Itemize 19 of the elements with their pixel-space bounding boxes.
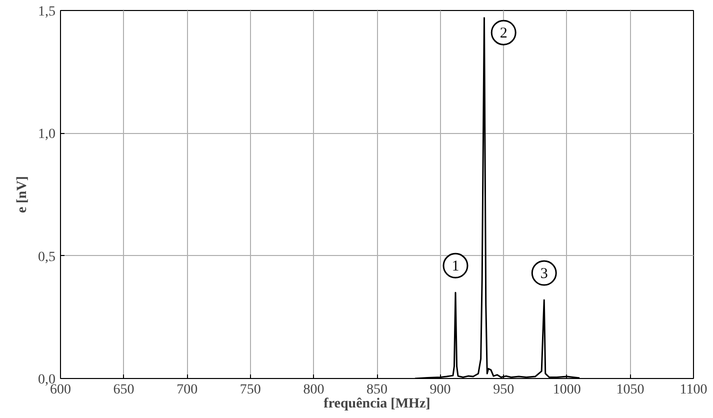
- x-tick-label: 750: [240, 382, 261, 398]
- x-tick-label: 700: [176, 382, 198, 398]
- x-tick-label: 600: [50, 382, 71, 398]
- x-tick-label: 800: [303, 382, 324, 398]
- x-tick-label: 650: [113, 382, 134, 398]
- x-tick-label: 1100: [680, 382, 708, 398]
- y-tick-label: 0,5: [38, 250, 56, 265]
- annotation: 3: [540, 266, 548, 282]
- x-tick-label: 850: [366, 382, 388, 398]
- x-tick-label: 1050: [616, 382, 644, 398]
- x-tick-label: 950: [493, 382, 514, 398]
- y-tick-label: 1,0: [38, 127, 56, 142]
- y-axis-title: e [nV]: [15, 176, 30, 213]
- annotation: 2: [500, 26, 508, 42]
- y-tick-label: 1,5: [38, 4, 56, 20]
- x-tick-label: 900: [430, 382, 451, 398]
- annotation: 1: [452, 258, 460, 275]
- x-tick-label: 1000: [552, 382, 581, 398]
- x-axis-title: frequência [MHz]: [324, 396, 430, 412]
